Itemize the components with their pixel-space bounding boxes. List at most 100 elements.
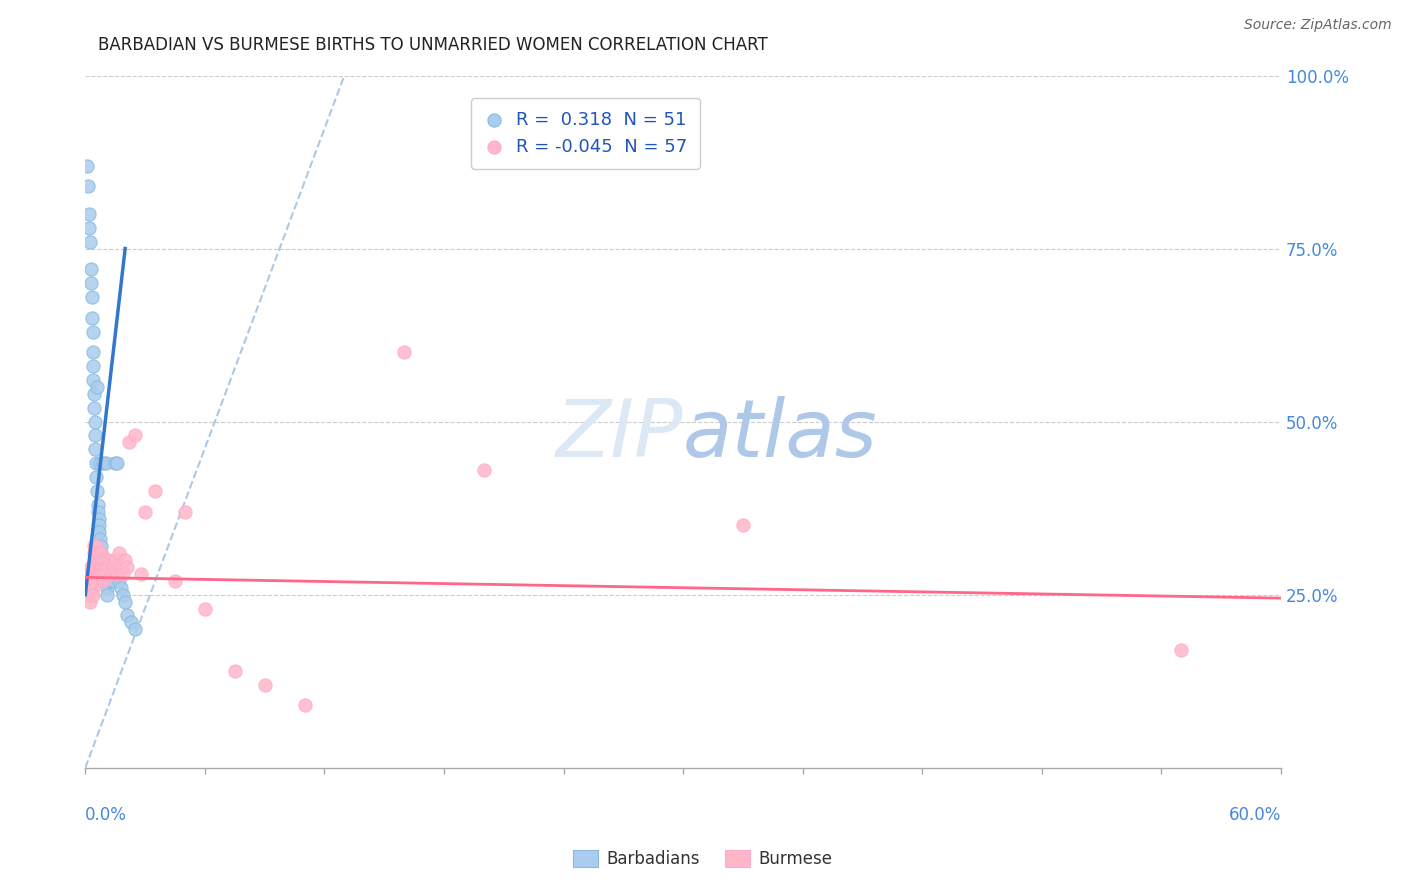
Point bbox=[89, 518, 111, 533]
Point bbox=[82, 373, 104, 387]
Point bbox=[96, 588, 118, 602]
Point bbox=[84, 560, 107, 574]
Point bbox=[94, 566, 117, 581]
Point bbox=[91, 553, 114, 567]
Point bbox=[83, 546, 105, 560]
Legend: R =  0.318  N = 51, R = -0.045  N = 57: R = 0.318 N = 51, R = -0.045 N = 57 bbox=[471, 98, 700, 169]
Point bbox=[96, 581, 118, 595]
Point bbox=[77, 179, 100, 194]
Point bbox=[86, 560, 108, 574]
Point bbox=[84, 539, 107, 553]
Point bbox=[174, 505, 197, 519]
Point bbox=[90, 560, 112, 574]
Point bbox=[194, 601, 217, 615]
Point bbox=[89, 560, 111, 574]
Point bbox=[110, 581, 132, 595]
Point bbox=[87, 505, 110, 519]
Point bbox=[94, 566, 117, 581]
Point bbox=[104, 553, 127, 567]
Point bbox=[112, 588, 135, 602]
Point bbox=[79, 207, 101, 221]
Point bbox=[83, 401, 105, 415]
Point bbox=[80, 276, 103, 290]
Point bbox=[76, 159, 98, 173]
Point bbox=[82, 359, 104, 374]
Point bbox=[83, 387, 105, 401]
Point bbox=[89, 511, 111, 525]
Point bbox=[134, 505, 156, 519]
Point bbox=[105, 566, 128, 581]
Text: ZIP: ZIP bbox=[555, 396, 683, 475]
Point bbox=[163, 574, 186, 588]
Point bbox=[82, 325, 104, 339]
Point bbox=[392, 345, 415, 359]
Point bbox=[86, 483, 108, 498]
Point bbox=[82, 345, 104, 359]
Point bbox=[89, 456, 111, 470]
Text: 0.0%: 0.0% bbox=[86, 805, 127, 824]
Point bbox=[253, 678, 276, 692]
Point bbox=[82, 310, 104, 325]
Text: BARBADIAN VS BURMESE BIRTHS TO UNMARRIED WOMEN CORRELATION CHART: BARBADIAN VS BURMESE BIRTHS TO UNMARRIED… bbox=[98, 36, 768, 54]
Point bbox=[87, 498, 110, 512]
Point bbox=[79, 594, 101, 608]
Point bbox=[84, 428, 107, 442]
Point bbox=[79, 220, 101, 235]
Point bbox=[98, 553, 121, 567]
Point bbox=[129, 566, 152, 581]
Point bbox=[1170, 643, 1192, 657]
Text: 60.0%: 60.0% bbox=[1229, 805, 1281, 824]
Point bbox=[80, 560, 103, 574]
Point bbox=[93, 560, 115, 574]
Point bbox=[89, 553, 111, 567]
Point bbox=[80, 262, 103, 277]
Point bbox=[108, 546, 131, 560]
Text: atlas: atlas bbox=[683, 396, 877, 475]
Point bbox=[91, 574, 114, 588]
Point bbox=[100, 566, 122, 581]
Point bbox=[100, 574, 122, 588]
Point bbox=[294, 698, 316, 713]
Point bbox=[76, 574, 98, 588]
Point bbox=[84, 456, 107, 470]
Point bbox=[84, 546, 107, 560]
Point bbox=[79, 235, 101, 249]
Point bbox=[82, 290, 104, 304]
Point bbox=[104, 456, 127, 470]
Point bbox=[90, 546, 112, 560]
Point bbox=[115, 560, 138, 574]
Point bbox=[93, 560, 115, 574]
Point bbox=[84, 415, 107, 429]
Point bbox=[96, 456, 118, 470]
Point bbox=[91, 456, 114, 470]
Point bbox=[120, 615, 142, 630]
Legend: Barbadians, Burmese: Barbadians, Burmese bbox=[567, 843, 839, 875]
Point bbox=[108, 574, 131, 588]
Point bbox=[87, 566, 110, 581]
Point bbox=[105, 456, 128, 470]
Point bbox=[124, 428, 146, 442]
Point bbox=[84, 470, 107, 484]
Point bbox=[80, 566, 103, 581]
Point bbox=[103, 574, 125, 588]
Point bbox=[94, 553, 117, 567]
Point bbox=[90, 546, 112, 560]
Point bbox=[89, 533, 111, 547]
Point bbox=[89, 566, 111, 581]
Point bbox=[472, 463, 495, 477]
Point bbox=[86, 553, 108, 567]
Point bbox=[110, 560, 132, 574]
Text: Source: ZipAtlas.com: Source: ZipAtlas.com bbox=[1244, 18, 1392, 32]
Point bbox=[89, 546, 111, 560]
Point bbox=[91, 566, 114, 581]
Point bbox=[103, 560, 125, 574]
Point bbox=[83, 539, 105, 553]
Point bbox=[731, 518, 754, 533]
Point bbox=[82, 574, 104, 588]
Point bbox=[124, 622, 146, 636]
Point bbox=[84, 553, 107, 567]
Point bbox=[84, 442, 107, 457]
Point bbox=[84, 574, 107, 588]
Point bbox=[118, 435, 141, 450]
Point bbox=[91, 553, 114, 567]
